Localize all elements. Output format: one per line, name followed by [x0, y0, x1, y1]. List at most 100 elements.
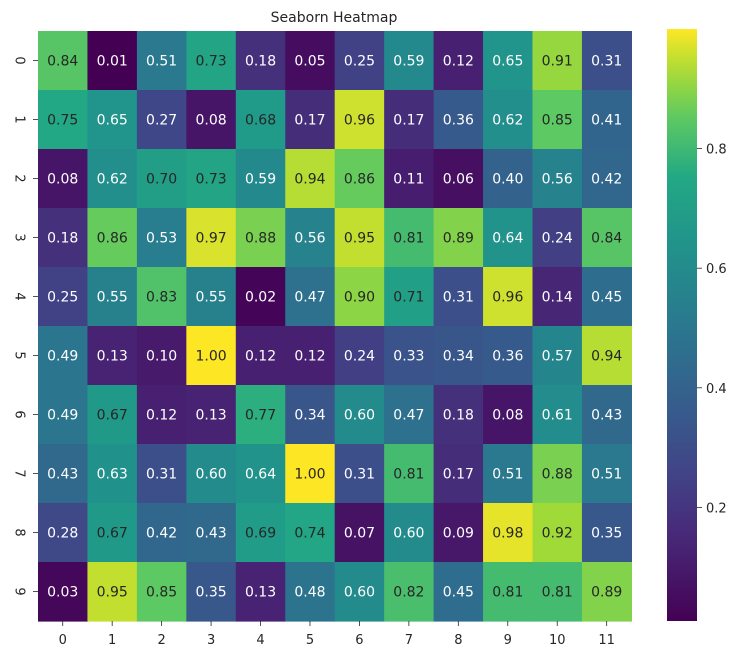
cell-value-r7-c1: 0.63 [97, 467, 128, 483]
x-axis: 0 1 2 3 4 5 6 7 8 9 10 11 [59, 621, 615, 648]
heatmap-cell-r2-c6 [334, 149, 385, 209]
cell-value-r2-c1: 0.62 [97, 172, 128, 188]
heatmap-cell-r2-c5 [285, 149, 336, 209]
cell-value-r6-c6: 0.60 [344, 408, 375, 424]
cell-value-r2-c7: 0.11 [393, 172, 424, 188]
cell-value-r4-c1: 0.55 [97, 290, 128, 306]
heatmap-cell-r5-c8 [433, 326, 484, 386]
cell-value-r3-c7: 0.81 [393, 231, 424, 247]
cell-value-r7-c5: 1.00 [294, 467, 325, 483]
heatmap-cell-r7-c8 [433, 444, 484, 504]
heatmap-cell-r1-c1 [87, 90, 138, 150]
heatmap-cell-r9-c9 [483, 562, 534, 622]
heatmap-cell-r3-c3 [186, 208, 237, 268]
cell-value-r4-c9: 0.96 [492, 290, 523, 306]
heatmap-cell-r7-c3 [186, 444, 237, 504]
heatmap-cell-r8-c0 [38, 503, 89, 563]
heatmap-cell-r9-c3 [186, 562, 237, 622]
heatmap-cell-r3-c5 [285, 208, 336, 268]
heatmap-cell-r5-c6 [334, 326, 385, 386]
cell-value-r9-c0: 0.03 [47, 585, 78, 601]
cell-value-r3-c0: 0.18 [47, 231, 78, 247]
heatmap-cell-r7-c6 [334, 444, 385, 504]
y-tick-label-2: 2 [12, 174, 27, 182]
y-tick-label-1: 1 [12, 115, 27, 123]
heatmap-cell-r0-c0 [38, 31, 89, 91]
cell-value-r4-c2: 0.83 [146, 290, 177, 306]
y-tick-label-3: 3 [12, 233, 27, 241]
heatmap-cell-r3-c7 [384, 208, 435, 268]
cell-value-r0-c11: 0.31 [591, 54, 622, 70]
cell-value-r0-c9: 0.65 [492, 54, 523, 70]
cell-value-r1-c11: 0.41 [591, 113, 622, 129]
heatmap-cell-r7-c9 [483, 444, 534, 504]
cell-value-r8-c9: 0.98 [492, 526, 523, 542]
heatmap-cell-r1-c11 [581, 90, 632, 150]
heatmap-cell-r8-c1 [87, 503, 138, 563]
heatmap-cell-r6-c5 [285, 385, 336, 445]
heatmap-cells [38, 31, 632, 622]
cell-value-r1-c4: 0.68 [245, 113, 276, 129]
cell-value-r8-c6: 0.07 [344, 526, 375, 542]
cell-value-r1-c6: 0.96 [344, 113, 375, 129]
cell-value-r5-c3: 1.00 [195, 349, 226, 365]
heatmap-cell-r3-c6 [334, 208, 385, 268]
cell-value-r7-c2: 0.31 [146, 467, 177, 483]
cell-value-r4-c10: 0.14 [542, 290, 573, 306]
heatmap-cell-r4-c9 [483, 267, 534, 327]
heatmap-cell-r5-c7 [384, 326, 435, 386]
heatmap-cell-r1-c10 [532, 90, 583, 150]
heatmap-cell-r4-c10 [532, 267, 583, 327]
cell-value-r9-c3: 0.35 [195, 585, 226, 601]
heatmap-cell-r6-c4 [235, 385, 286, 445]
heatmap-cell-r5-c11 [581, 326, 632, 386]
cell-value-r9-c10: 0.81 [542, 585, 573, 601]
cell-value-r1-c1: 0.65 [97, 113, 128, 129]
cell-value-r3-c6: 0.95 [344, 231, 375, 247]
heatmap-cell-r0-c11 [581, 31, 632, 91]
x-tick-label-8: 8 [454, 633, 462, 648]
cell-value-r9-c9: 0.81 [492, 585, 523, 601]
x-tick-label-7: 7 [405, 633, 413, 648]
colorbar-tick-label-0: 0.2 [706, 501, 727, 516]
cell-value-r9-c5: 0.48 [294, 585, 325, 601]
cell-value-r2-c11: 0.42 [591, 172, 622, 188]
cell-value-r8-c3: 0.43 [195, 526, 226, 542]
cell-value-r4-c5: 0.47 [294, 290, 325, 306]
heatmap-cell-r0-c5 [285, 31, 336, 91]
y-tick-label-6: 6 [12, 410, 27, 418]
colorbar-tick-label-3: 0.8 [706, 143, 727, 158]
heatmap-cell-r5-c10 [532, 326, 583, 386]
heatmap-cell-r9-c2 [136, 562, 187, 622]
cell-value-r3-c4: 0.88 [245, 231, 276, 247]
heatmap-cell-r9-c11 [581, 562, 632, 622]
heatmap-cell-r5-c3 [186, 326, 237, 386]
heatmap-cell-r1-c3 [186, 90, 237, 150]
cell-value-r5-c1: 0.13 [97, 349, 128, 365]
heatmap-cell-r0-c9 [483, 31, 534, 91]
cell-value-r8-c0: 0.28 [47, 526, 78, 542]
cell-value-r2-c8: 0.06 [443, 172, 474, 188]
cell-value-r8-c11: 0.35 [591, 526, 622, 542]
cell-value-r6-c8: 0.18 [443, 408, 474, 424]
cell-value-r3-c9: 0.64 [492, 231, 523, 247]
heatmap-cell-r0-c2 [136, 31, 187, 91]
cell-value-r7-c9: 0.51 [492, 467, 523, 483]
chart-title: Seaborn Heatmap [271, 10, 398, 26]
cell-value-r3-c11: 0.84 [591, 231, 622, 247]
cell-value-r1-c10: 0.85 [542, 113, 573, 129]
heatmap-cell-r2-c11 [581, 149, 632, 209]
heatmap-cell-r3-c9 [483, 208, 534, 268]
cell-value-r0-c6: 0.25 [344, 54, 375, 70]
heatmap-cell-r4-c0 [38, 267, 89, 327]
heatmap-cell-r1-c7 [384, 90, 435, 150]
y-tick-label-8: 8 [12, 528, 27, 536]
heatmap-cell-r2-c9 [483, 149, 534, 209]
heatmap-cell-r8-c6 [334, 503, 385, 563]
heatmap-annotations: 0.84 0.01 0.51 0.73 0.18 0.05 0.25 0.59 0.12 0.65… [47, 54, 622, 601]
y-axis: 0 1 2 3 4 5 6 7 8 9 [12, 56, 38, 596]
heatmap-cell-r4-c8 [433, 267, 484, 327]
cell-value-r2-c5: 0.94 [294, 172, 325, 188]
heatmap-cell-r3-c4 [235, 208, 286, 268]
heatmap-cell-r4-c1 [87, 267, 138, 327]
